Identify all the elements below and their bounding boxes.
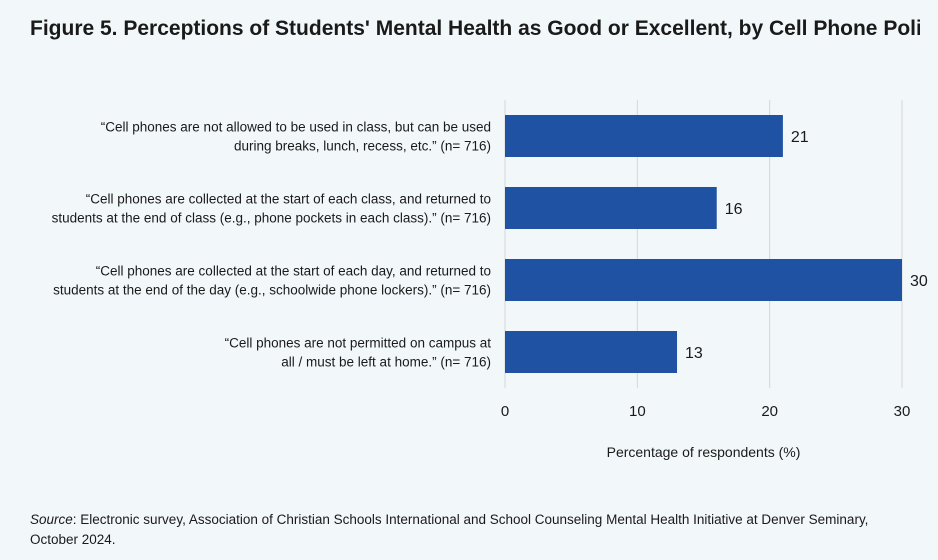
source-label: Source	[30, 512, 73, 527]
data-label-4: 13	[685, 345, 703, 362]
category-label-4-line-1: “Cell phones are not permitted on campus…	[225, 336, 492, 351]
bar-1	[505, 115, 783, 157]
category-label-2-line-2: students at the end of class (e.g., phon…	[52, 211, 491, 226]
bar-2	[505, 187, 717, 229]
category-label-1-line-2: during breaks, lunch, recess, etc.” (n= …	[234, 139, 491, 154]
data-label-1: 21	[791, 129, 809, 146]
category-label-3-line-1: “Cell phones are collected at the start …	[96, 264, 491, 279]
x-tick-label: 10	[629, 403, 646, 420]
x-tick-label: 20	[761, 403, 778, 420]
chart-title: Figure 5. Perceptions of Students' Menta…	[30, 17, 920, 40]
source-note: Source: Electronic survey, Association o…	[30, 510, 910, 550]
bar-chart: 0 10 20 30 21 “Cell phones are not allowed to…	[52, 100, 928, 460]
category-label-4-line-2: all / must be left at home.” (n= 716)	[281, 355, 491, 370]
x-axis-title: Percentage of respondents (%)	[607, 444, 801, 460]
bar-3	[505, 259, 902, 301]
data-label-3: 30	[910, 273, 928, 290]
category-label-2-line-1: “Cell phones are collected at the start …	[86, 192, 491, 207]
source-text: : Electronic survey, Association of Chri…	[30, 512, 869, 547]
bar-4	[505, 331, 678, 373]
category-label-3-line-2: students at the end of the day (e.g., sc…	[53, 283, 491, 298]
x-tick-label: 0	[501, 403, 509, 420]
x-tick-label: 30	[894, 403, 911, 420]
category-label-1-line-1: “Cell phones are not allowed to be used …	[101, 120, 491, 135]
data-label-2: 16	[725, 201, 743, 218]
